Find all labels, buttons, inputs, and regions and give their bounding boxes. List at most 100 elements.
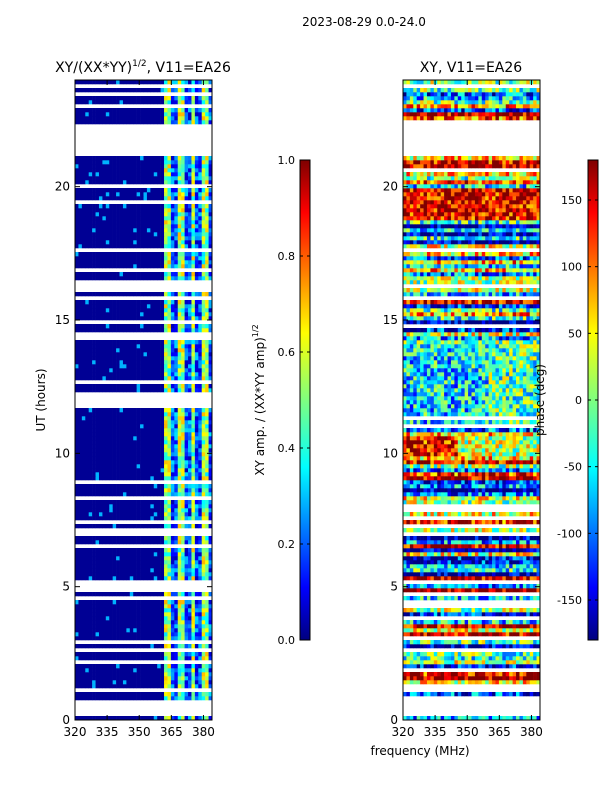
heatmap-cell [75, 228, 79, 233]
heatmap-cell [102, 524, 107, 529]
heatmap-cell [153, 192, 158, 197]
heatmap-cell [75, 472, 79, 477]
heatmap-cell [205, 516, 209, 521]
heatmap-cell [143, 80, 148, 85]
heatmap-cell [205, 616, 209, 621]
heatmap-cell [129, 96, 134, 101]
heatmap-cell [423, 652, 428, 657]
heatmap-cell [201, 568, 206, 573]
heatmap-cell [150, 168, 155, 173]
heatmap-cell [150, 204, 155, 209]
heatmap-cell [160, 112, 165, 117]
heatmap-cell [143, 524, 148, 529]
heatmap-cell [188, 120, 192, 125]
heatmap-cell [105, 276, 110, 281]
heatmap-cell [78, 264, 83, 269]
heatmap-cell [133, 176, 137, 181]
heatmap-cell [160, 616, 165, 621]
heatmap-cell [150, 160, 155, 165]
heatmap-cell [194, 252, 199, 257]
heatmap-cell [122, 484, 127, 489]
x-tick-label: 335 [96, 725, 119, 739]
heatmap-cell [112, 108, 117, 113]
heatmap-cell [140, 408, 144, 413]
heatmap-cell [146, 492, 151, 497]
heatmap-cell [129, 444, 134, 449]
heatmap-cell [170, 572, 175, 577]
heatmap-cell [181, 548, 185, 553]
heatmap-cell [409, 672, 414, 677]
heatmap-cell [75, 628, 79, 633]
heatmap-cell [529, 664, 534, 669]
heatmap-cell [167, 488, 172, 493]
heatmap-cell [208, 312, 212, 317]
heatmap-cell [198, 188, 203, 193]
heatmap-cell [140, 696, 144, 701]
heatmap-cell [129, 168, 134, 173]
heatmap-cell [102, 100, 107, 105]
heatmap-cell [164, 232, 168, 237]
heatmap-cell [92, 364, 96, 369]
heatmap-cell [170, 224, 175, 229]
heatmap-cell [122, 568, 127, 573]
heatmap-cell [498, 716, 503, 720]
heatmap-cell [122, 472, 127, 477]
heatmap-cell [105, 572, 110, 577]
heatmap-cell [119, 256, 124, 261]
heatmap-cell [177, 228, 182, 233]
heatmap-cell [143, 212, 148, 217]
heatmap-cell [105, 624, 110, 629]
heatmap-cell [157, 168, 161, 173]
heatmap-cell [143, 176, 148, 181]
heatmap-cell [75, 372, 79, 377]
heatmap-cell [140, 664, 144, 669]
heatmap-cell [92, 228, 96, 233]
heatmap-cell [198, 696, 203, 701]
heatmap-cell [75, 376, 79, 381]
heatmap-cell [78, 448, 83, 453]
heatmap-cell [167, 636, 172, 641]
heatmap-cell [109, 452, 113, 457]
heatmap-cell [177, 108, 182, 113]
heatmap-cell [105, 360, 110, 365]
heatmap-cell [177, 112, 182, 117]
heatmap-cell [126, 96, 131, 101]
heatmap-cell [170, 348, 175, 353]
heatmap-cell [188, 100, 192, 105]
heatmap-cell [150, 652, 155, 657]
heatmap-cell [129, 436, 134, 441]
heatmap-cell [208, 684, 212, 689]
heatmap-cell [126, 568, 131, 573]
heatmap-cell [201, 412, 206, 417]
heatmap-cell [191, 256, 196, 261]
heatmap-cell [140, 484, 144, 489]
heatmap-cell [174, 664, 179, 669]
heatmap-cell [92, 512, 96, 517]
heatmap-cell [157, 672, 161, 677]
heatmap-cell [198, 364, 203, 369]
heatmap-cell [164, 260, 168, 265]
heatmap-cell [129, 448, 134, 453]
heatmap-cell [85, 420, 89, 425]
heatmap-cell [153, 188, 158, 193]
heatmap-cell [201, 536, 206, 541]
heatmap-cell [140, 468, 144, 473]
heatmap-cell [126, 440, 131, 445]
heatmap-cell [164, 656, 168, 661]
heatmap-cell [194, 292, 199, 297]
heatmap-cell [78, 664, 83, 669]
heatmap-cell [205, 356, 209, 361]
heatmap-cell [126, 264, 131, 269]
heatmap-cell [129, 372, 134, 377]
heatmap-cell [88, 204, 93, 209]
heatmap-cell [109, 684, 113, 689]
heatmap-cell [112, 156, 117, 161]
heatmap-cell [75, 96, 79, 101]
heatmap-cell [184, 276, 189, 281]
heatmap-cell [112, 692, 117, 697]
heatmap-cell [201, 96, 206, 101]
heatmap-cell [133, 636, 137, 641]
heatmap-cell [116, 352, 120, 357]
heatmap-cell [188, 564, 192, 569]
heatmap-cell [153, 652, 158, 657]
